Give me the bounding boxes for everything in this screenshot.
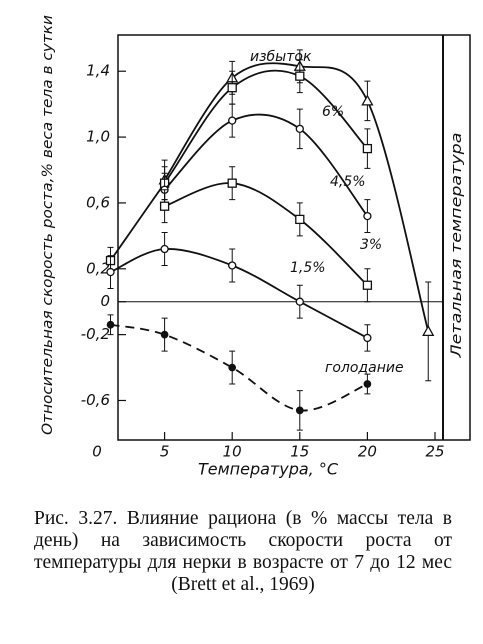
- x-tick-label: 15: [290, 443, 309, 461]
- marker: [227, 178, 237, 188]
- marker: [362, 280, 373, 290]
- series-line: [164, 182, 369, 286]
- plot-frame: [117, 34, 471, 441]
- series-line: [110, 323, 368, 412]
- marker: [295, 297, 304, 306]
- y-tick-label: 1,4: [86, 62, 110, 80]
- caption: Рис. 3.27. Влияние рациона (в % массы те…: [34, 508, 452, 595]
- marker: [106, 267, 115, 277]
- marker: [160, 244, 169, 254]
- marker: [361, 94, 374, 106]
- marker: [295, 214, 305, 225]
- series-label: голодание: [325, 360, 404, 376]
- y-tick-label: -0,2: [81, 325, 110, 343]
- y-tick-label: 0,6: [86, 193, 110, 211]
- series-line: [110, 248, 368, 339]
- x-tick-label: 5: [160, 443, 170, 461]
- marker: [295, 124, 304, 133]
- marker: [106, 320, 115, 329]
- y-tick-label: 0,2: [86, 259, 110, 277]
- x-tick-label: 25: [425, 443, 444, 461]
- series-label: 3%: [360, 237, 382, 253]
- marker: [295, 406, 304, 415]
- y-tick-label: 1,0: [86, 128, 110, 146]
- x-tick-label: 0: [92, 443, 102, 461]
- x-tick-label: 20: [358, 443, 377, 461]
- marker: [227, 83, 237, 93]
- series-label: 1,5%: [290, 260, 326, 276]
- series-label: избыток: [250, 49, 312, 65]
- marker: [228, 116, 237, 125]
- marker: [228, 363, 237, 372]
- y-axis-label: Относительная скорость роста,% веса тела…: [40, 15, 56, 435]
- series-line: [163, 113, 369, 217]
- series-label: 6%: [322, 104, 344, 120]
- series-line: [163, 62, 430, 332]
- marker: [363, 380, 372, 388]
- marker: [362, 143, 373, 154]
- x-tick-label: 10: [223, 443, 242, 461]
- chart: Относительная скорость роста,% веса тела…: [40, 15, 471, 479]
- y-tick-label: 0: [100, 292, 110, 310]
- marker: [228, 261, 237, 270]
- x-axis-label: Температура, °C: [198, 460, 339, 479]
- series-label: 4,5%: [330, 174, 366, 190]
- marker: [422, 325, 435, 336]
- y-tick-label: -0,6: [81, 391, 110, 409]
- marker: [363, 333, 372, 343]
- marker: [295, 71, 305, 81]
- series-line: [109, 69, 369, 262]
- lethal-label: Летальная температура: [449, 133, 465, 359]
- marker: [363, 211, 372, 221]
- marker: [160, 330, 169, 339]
- marker: [159, 201, 170, 211]
